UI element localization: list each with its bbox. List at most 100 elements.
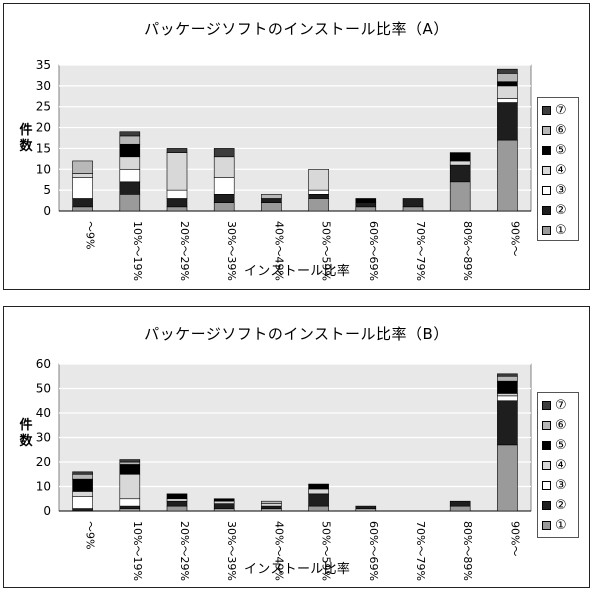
y-tick-label: 30 [36,431,51,445]
bar-segment [261,508,282,512]
y-tick-label: 60 [36,357,51,371]
bar-segment [402,198,424,208]
bar-segment [308,483,329,490]
bar-segment [166,500,188,507]
legend-item: ② [542,200,578,220]
bar-segment [497,85,518,99]
legend-label: ① [555,517,567,533]
y-tick-label: 10 [36,162,51,176]
legend-label: ⑦ [555,397,567,413]
legend-item: ⑤ [542,140,578,160]
bar-segment [355,202,377,208]
bar-segment [72,508,93,512]
bar-segment [119,156,141,170]
x-tick-label: 50%～59% [320,521,333,581]
legend-label: ② [555,202,567,218]
bar-segment [261,500,282,504]
bar-segment [497,68,518,74]
bar-segment [497,98,518,103]
bar-segment [449,160,471,166]
bar-segment [119,498,141,507]
bar-segment [119,168,141,183]
bar-segment [449,181,471,212]
bar-segment [497,375,518,382]
bar-segment [119,143,141,158]
bar-segment [72,173,93,178]
legend-item: ④ [542,160,578,180]
bar-segment [119,135,141,145]
bar-segment [213,508,235,512]
bar-segment [72,496,93,509]
legend-item: ③ [542,475,578,495]
x-tick-label: 70%～79% [414,521,427,581]
y-tick-label: 10 [36,480,51,494]
legend-swatch [542,400,551,410]
x-tick-label: 70%～79% [414,221,427,281]
x-tick-label: 30%～39% [225,221,238,281]
bar-segment [402,206,424,212]
x-tick-label: 20%～29% [178,221,191,281]
legend-swatch [542,125,551,135]
bar-segment [355,508,377,512]
bar-segment [72,491,93,497]
bar-segment [213,503,235,509]
y-tick-label: 15 [36,141,51,155]
bar-segment [213,500,235,504]
y-tick-label: 50 [36,382,51,396]
chart-title: パッケージソフトのインストール比率（B） [144,325,449,343]
bar-segment [449,164,471,183]
bar-segment [166,206,188,212]
legend-item: ⑤ [542,435,578,455]
legend-swatch [542,225,551,235]
bar-segment [355,505,377,509]
y-axis-label: 件数 [19,123,33,154]
bar-segment [308,488,329,495]
bar-segment [497,400,518,446]
bar-segment [449,505,471,512]
x-tick-label: 10%～19% [131,521,144,581]
bar-segment [355,206,377,212]
x-tick-label: 80%～89% [461,521,474,581]
x-tick-label: 60%～69% [367,221,380,281]
legend-label: ⑥ [555,122,567,138]
legend-swatch [542,440,551,450]
bar-segment [166,498,188,502]
bar-segment [72,473,93,480]
legend-swatch [542,105,551,115]
bar-segment [72,177,93,199]
x-axis-label: インストール比率 [244,264,351,279]
x-tick-label: 40%～49% [272,221,285,281]
bar-segment [119,505,141,509]
y-tick-label: 35 [36,58,51,72]
x-tick-label: 40%～49% [272,521,285,581]
legend-swatch [542,520,551,530]
chart-panel-a: パッケージソフトのインストール比率（A） 件数 インストール比率 0 5 10 15 2… [3,3,590,290]
bar-segment [449,500,471,507]
legend-swatch [542,420,551,430]
y-tick-label: 20 [36,455,51,469]
bar-segment [497,81,518,87]
y-tick-label: 0 [43,504,51,518]
bar-segment [213,177,235,195]
bar-segment [213,194,235,203]
bar-segment [261,503,282,507]
legend-label: ① [555,222,567,238]
bar-segment [497,444,518,512]
legend-swatch [542,205,551,215]
y-tick-label: 25 [36,100,51,114]
bar-segment [72,160,93,174]
bar-segment [166,198,188,208]
bar-segment [213,498,235,502]
x-tick-label: ～9% [84,521,97,549]
legend-item: ④ [542,455,578,475]
bar-segment [308,194,329,199]
bar-segment [497,73,518,82]
y-tick-label: 20 [36,121,51,135]
bar-segment [119,464,141,475]
y-tick-label: 40 [36,406,51,420]
bar-segment [497,380,518,394]
bar-segment [119,181,141,195]
bar-segment [308,189,329,195]
bar-segment [213,148,235,158]
bar-segment [497,139,518,212]
